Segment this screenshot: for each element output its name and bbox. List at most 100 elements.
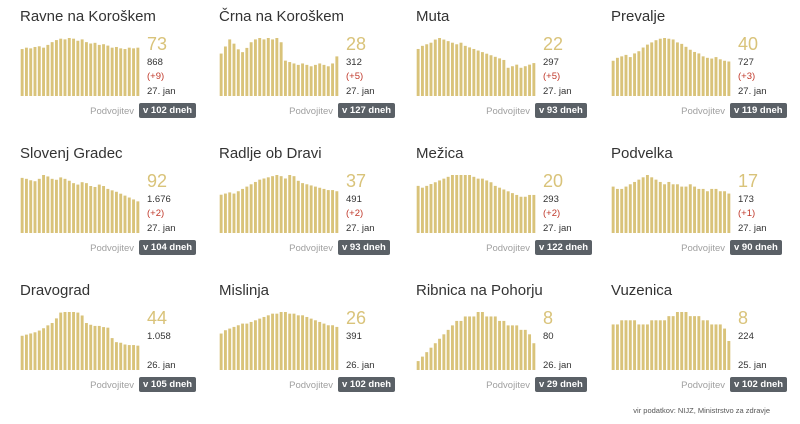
sparkline-bar bbox=[416, 361, 420, 370]
sparkline-bar bbox=[292, 313, 296, 370]
sparkline-bar bbox=[89, 186, 93, 233]
doubling-label: Podvojitev bbox=[681, 106, 725, 117]
sparkline-bar bbox=[33, 332, 37, 370]
sparkline-bar bbox=[519, 67, 523, 96]
sparkline-bar bbox=[446, 176, 450, 233]
sparkline-bar bbox=[480, 52, 484, 96]
sparkline-chart bbox=[20, 38, 140, 96]
active-cases-value: 22 bbox=[543, 34, 564, 54]
sparkline-bar bbox=[671, 39, 675, 96]
sparkline-bar bbox=[680, 312, 684, 370]
sparkline-bar bbox=[59, 312, 63, 370]
sparkline-bar bbox=[279, 42, 283, 96]
sparkline-bar bbox=[532, 63, 536, 96]
sparkline-bar bbox=[219, 194, 223, 233]
sparkline-bar bbox=[693, 51, 697, 96]
sparkline-bar bbox=[523, 329, 527, 370]
sparkline-bar bbox=[132, 199, 136, 233]
municipality-name: Slovenj Gradec bbox=[20, 145, 123, 162]
sparkline-bar bbox=[510, 193, 514, 233]
sparkline-bar bbox=[615, 324, 619, 370]
sparkline-bar bbox=[416, 48, 420, 96]
sparkline-bar bbox=[271, 313, 275, 370]
sparkline-bar bbox=[253, 181, 257, 233]
sparkline-bar bbox=[446, 329, 450, 370]
sparkline-bar bbox=[245, 47, 249, 96]
sparkline-bar bbox=[266, 315, 270, 370]
sparkline-bar bbox=[506, 67, 510, 96]
doubling-time-badge: v 105 dneh bbox=[139, 377, 197, 392]
sparkline-bar bbox=[93, 186, 97, 233]
sparkline-bar bbox=[249, 321, 253, 370]
sparkline-bar bbox=[502, 320, 506, 370]
sparkline-bar bbox=[705, 191, 709, 233]
sparkline-bar bbox=[228, 39, 232, 96]
sparkline-bar bbox=[468, 47, 472, 96]
sparkline-bar bbox=[127, 47, 131, 96]
municipality-card: Dravograd 44 1.058 26. jan Podvojitev v 105 d… bbox=[20, 282, 210, 412]
sparkline-bar bbox=[459, 320, 463, 370]
sparkline-bar bbox=[37, 178, 41, 233]
last-update-date: 27. jan bbox=[147, 223, 176, 234]
sparkline-bar bbox=[228, 328, 232, 370]
active-cases-value: 28 bbox=[346, 34, 367, 54]
sparkline-bar bbox=[697, 316, 701, 370]
sparkline-bar bbox=[102, 186, 106, 233]
sparkline-bar bbox=[322, 188, 326, 233]
sparkline-bar bbox=[275, 313, 279, 370]
sparkline-bar bbox=[97, 325, 101, 370]
sparkline-bar bbox=[97, 44, 101, 96]
total-cases-value: 173 bbox=[738, 194, 754, 205]
sparkline-bar bbox=[611, 186, 615, 233]
sparkline-bar bbox=[29, 48, 33, 96]
sparkline-bar bbox=[654, 179, 658, 233]
sparkline-bar bbox=[515, 325, 519, 370]
sparkline-bar bbox=[119, 342, 123, 370]
sparkline-bar bbox=[532, 343, 536, 370]
sparkline-bar bbox=[20, 177, 24, 233]
sparkline-bar bbox=[425, 44, 429, 96]
active-cases-value: 8 bbox=[738, 308, 749, 328]
sparkline-bar bbox=[54, 179, 58, 233]
sparkline-bar bbox=[106, 45, 110, 96]
sparkline-bar bbox=[283, 312, 287, 370]
sparkline-bar bbox=[688, 316, 692, 370]
sparkline-bar bbox=[697, 188, 701, 233]
sparkline-bar bbox=[119, 48, 123, 96]
sparkline-bar bbox=[502, 59, 506, 96]
sparkline-bar bbox=[283, 60, 287, 96]
sparkline-bar bbox=[322, 64, 326, 96]
sparkline-bar bbox=[63, 312, 67, 370]
sparkline-bar bbox=[476, 178, 480, 233]
sparkline-bar bbox=[641, 177, 645, 233]
sparkline-bar bbox=[628, 320, 632, 370]
sparkline-bar bbox=[271, 39, 275, 96]
sparkline-bar bbox=[59, 38, 63, 96]
sparkline-chart bbox=[416, 175, 536, 233]
municipality-name: Dravograd bbox=[20, 282, 91, 299]
sparkline-bar bbox=[253, 320, 257, 370]
sparkline-bar bbox=[438, 38, 442, 96]
sparkline-bar bbox=[93, 325, 97, 370]
sparkline-bar bbox=[110, 190, 114, 233]
total-cases-value: 391 bbox=[346, 331, 362, 342]
sparkline-bar bbox=[279, 176, 283, 233]
sparkline-bar bbox=[84, 323, 88, 370]
doubling-label: Podvojitev bbox=[486, 106, 530, 117]
sparkline-chart bbox=[20, 312, 140, 370]
sparkline-bar bbox=[106, 188, 110, 233]
sparkline-bar bbox=[433, 39, 437, 96]
sparkline-bar bbox=[420, 45, 424, 96]
sparkline-bar bbox=[123, 49, 127, 96]
sparkline-bar bbox=[288, 62, 292, 96]
sparkline-bar bbox=[498, 58, 502, 96]
municipality-grid: Ravne na Koroškem 73 868 (+9) 27. jan Podvoji… bbox=[20, 8, 788, 412]
doubling-time-badge: v 90 dneh bbox=[730, 240, 782, 255]
sparkline-bar bbox=[258, 38, 262, 96]
sparkline-bar bbox=[305, 64, 309, 96]
sparkline-bar bbox=[633, 53, 637, 96]
sparkline-bar bbox=[416, 185, 420, 233]
sparkline-bar bbox=[24, 47, 28, 96]
sparkline-bar bbox=[611, 60, 615, 96]
sparkline-bar bbox=[675, 184, 679, 233]
